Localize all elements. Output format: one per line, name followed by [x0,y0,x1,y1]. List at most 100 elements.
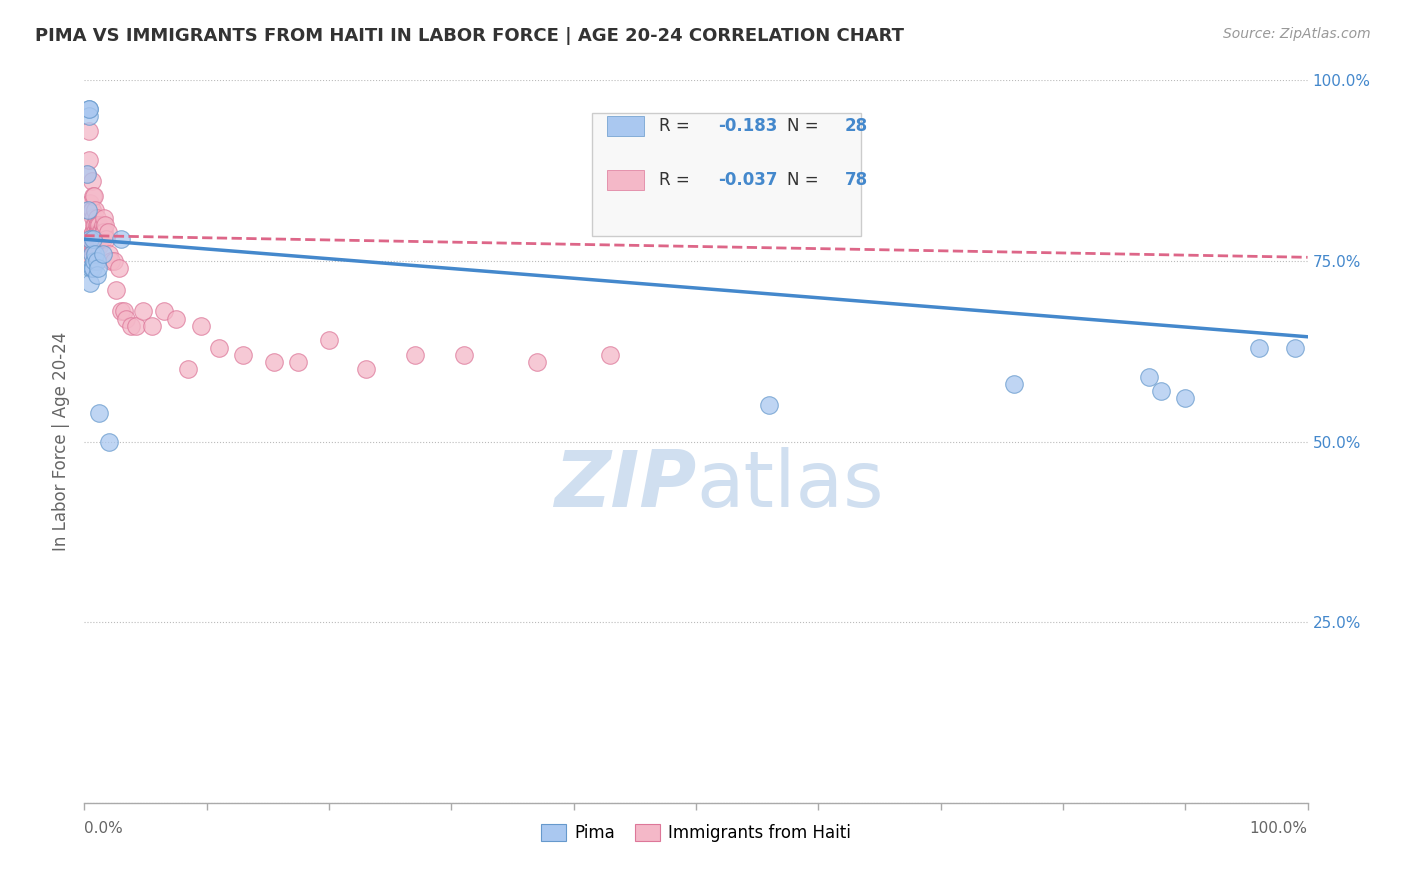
Text: Source: ZipAtlas.com: Source: ZipAtlas.com [1223,27,1371,41]
Point [90,232,112,246]
Point [80,174,103,188]
Point [97,225,120,239]
Text: ZIP: ZIP [554,447,696,523]
Bar [606,169,644,190]
Text: -0.183: -0.183 [717,117,778,135]
Text: N =: N = [787,117,824,135]
Point [77,232,100,246]
Point [82,239,104,253]
Point [84,218,107,232]
Point [404,348,426,362]
Point [87,232,110,246]
Point [177,362,200,376]
Point [91,246,114,260]
Point [86,218,108,232]
Bar [606,116,644,136]
Point [91,218,114,232]
Text: 0.0%: 0.0% [84,821,124,836]
Point [89,232,111,246]
Point [79,246,101,260]
Point [87,239,110,253]
Point [1002,376,1025,391]
Point [190,318,212,333]
Point [83,239,105,253]
Point [93,225,115,239]
Point [83,189,105,203]
Point [758,398,780,412]
Point [1174,391,1197,405]
Point [77,153,100,167]
Point [103,253,125,268]
Point [83,218,105,232]
Point [76,167,98,181]
Point [1137,369,1160,384]
Point [165,311,187,326]
Point [132,304,155,318]
Point [96,232,118,246]
Point [141,318,163,333]
Text: R =: R = [659,171,695,189]
Point [80,203,103,218]
Point [90,225,112,239]
Point [94,218,117,232]
Point [77,102,100,116]
Point [89,232,111,246]
Point [87,225,110,239]
Point [87,225,110,239]
Point [263,355,285,369]
Point [79,276,101,290]
Text: 28: 28 [845,117,868,135]
Point [79,239,101,253]
Point [82,225,104,239]
Point [87,232,110,246]
Point [77,203,100,218]
Point [80,239,103,253]
Point [87,406,110,420]
Point [93,211,115,225]
Point [84,239,107,253]
Point [599,348,621,362]
Point [86,211,108,225]
Point [453,348,475,362]
Point [80,203,103,218]
Text: R =: R = [659,117,695,135]
Point [87,232,110,246]
Point [82,225,104,239]
Point [318,334,340,348]
Point [82,261,104,276]
Point [79,196,101,211]
Point [76,167,98,181]
Point [100,253,122,268]
Text: atlas: atlas [696,447,883,523]
Bar [592,112,860,235]
Point [80,261,103,276]
Point [1284,341,1306,355]
Point [84,246,107,260]
Point [526,355,548,369]
Point [354,362,377,376]
Point [120,318,142,333]
Point [105,283,128,297]
Point [82,211,104,225]
Point [110,232,132,246]
Point [125,318,148,333]
Text: N =: N = [787,171,824,189]
Point [208,341,231,355]
Point [97,434,120,449]
Point [84,203,107,218]
Point [80,246,103,260]
Text: 78: 78 [845,171,868,189]
Point [97,246,120,260]
Point [107,261,129,276]
Point [77,124,100,138]
Point [86,225,108,239]
Point [1150,384,1173,398]
Text: -0.037: -0.037 [717,171,778,189]
Point [77,102,100,116]
Point [84,225,107,239]
Point [232,348,254,362]
Point [1247,341,1270,355]
Point [82,189,104,203]
Point [87,261,110,276]
Point [77,203,100,218]
